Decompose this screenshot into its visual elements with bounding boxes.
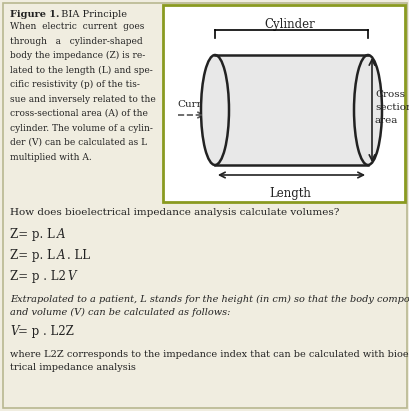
Text: Z= p. L: Z= p. L <box>10 249 55 262</box>
Text: multiplied with A.: multiplied with A. <box>10 152 92 162</box>
Text: and volume (V) can be calculated as follows:: and volume (V) can be calculated as foll… <box>10 308 230 317</box>
Text: V: V <box>10 325 18 338</box>
Text: cylinder. The volume of a cylin-: cylinder. The volume of a cylin- <box>10 123 153 132</box>
Text: sue and inversely related to the: sue and inversely related to the <box>10 95 155 104</box>
Bar <box>214 55 367 165</box>
Text: area: area <box>374 116 398 125</box>
Text: Extrapolated to a patient, L stands for the height (in cm) so that the body comp: Extrapolated to a patient, L stands for … <box>10 295 409 304</box>
Text: Length: Length <box>268 187 310 200</box>
Text: A: A <box>57 249 65 262</box>
Ellipse shape <box>353 55 381 165</box>
Text: = p . L2Z: = p . L2Z <box>18 325 74 338</box>
Text: Figure 1.: Figure 1. <box>10 10 59 19</box>
Text: cific resistivity (p) of the tis-: cific resistivity (p) of the tis- <box>10 80 139 89</box>
Text: Cross: Cross <box>374 90 404 99</box>
Text: body the impedance (Z) is re-: body the impedance (Z) is re- <box>10 51 145 60</box>
Text: A: A <box>57 228 65 241</box>
Ellipse shape <box>200 55 229 165</box>
Text: Cylinder: Cylinder <box>264 18 315 31</box>
Text: lated to the length (L) and spe-: lated to the length (L) and spe- <box>10 65 153 75</box>
Text: Current: Current <box>177 100 218 109</box>
Text: trical impedance analysis: trical impedance analysis <box>10 363 135 372</box>
Text: Z= p. L: Z= p. L <box>10 228 55 241</box>
Text: cross-sectional area (A) of the: cross-sectional area (A) of the <box>10 109 148 118</box>
Text: BIA Principle: BIA Principle <box>58 10 127 19</box>
Text: through   a   cylinder-shaped: through a cylinder-shaped <box>10 37 142 46</box>
Text: Z= p . L2: Z= p . L2 <box>10 270 66 283</box>
Text: How does bioelectrical impedance analysis calculate volumes?: How does bioelectrical impedance analysi… <box>10 208 339 217</box>
Text: When  electric  current  goes: When electric current goes <box>10 22 144 31</box>
Text: where L2Z corresponds to the impedance index that can be calculated with bioelec: where L2Z corresponds to the impedance i… <box>10 350 409 359</box>
Text: . LL: . LL <box>67 249 90 262</box>
Bar <box>163 5 404 202</box>
Text: sectional: sectional <box>374 103 409 112</box>
Text: der (V) can be calculated as L: der (V) can be calculated as L <box>10 138 147 147</box>
Text: V: V <box>67 270 75 283</box>
